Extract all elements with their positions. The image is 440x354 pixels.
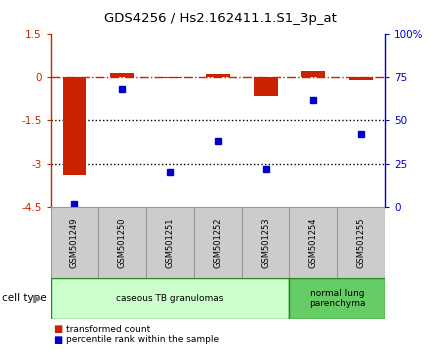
Text: percentile rank within the sample: percentile rank within the sample [66,335,219,344]
Text: GSM501252: GSM501252 [213,217,222,268]
Text: cell type: cell type [2,293,47,303]
Text: caseous TB granulomas: caseous TB granulomas [116,294,224,303]
Text: ■: ■ [53,335,62,345]
Bar [301,71,325,77]
Bar [242,207,290,278]
Bar [206,74,230,77]
Bar [194,207,242,278]
Bar [349,77,373,80]
Text: ■: ■ [53,324,62,334]
Bar [62,77,86,175]
Text: GSM501250: GSM501250 [118,217,127,268]
Text: GSM501249: GSM501249 [70,217,79,268]
Bar [110,73,134,77]
Text: GDS4256 / Hs2.162411.1.S1_3p_at: GDS4256 / Hs2.162411.1.S1_3p_at [103,12,337,25]
Text: normal lung
parenchyma: normal lung parenchyma [309,289,366,308]
Bar [290,207,337,278]
Bar [158,77,182,79]
Bar [290,278,385,319]
Bar [146,207,194,278]
Text: GSM501253: GSM501253 [261,217,270,268]
Bar [99,207,146,278]
Text: GSM501251: GSM501251 [165,217,175,268]
Text: GSM501254: GSM501254 [309,217,318,268]
Text: transformed count: transformed count [66,325,150,334]
Text: ▶: ▶ [33,293,41,303]
Text: GSM501255: GSM501255 [356,217,366,268]
Bar [51,278,290,319]
Bar [253,77,278,96]
Bar [51,207,99,278]
Bar [337,207,385,278]
